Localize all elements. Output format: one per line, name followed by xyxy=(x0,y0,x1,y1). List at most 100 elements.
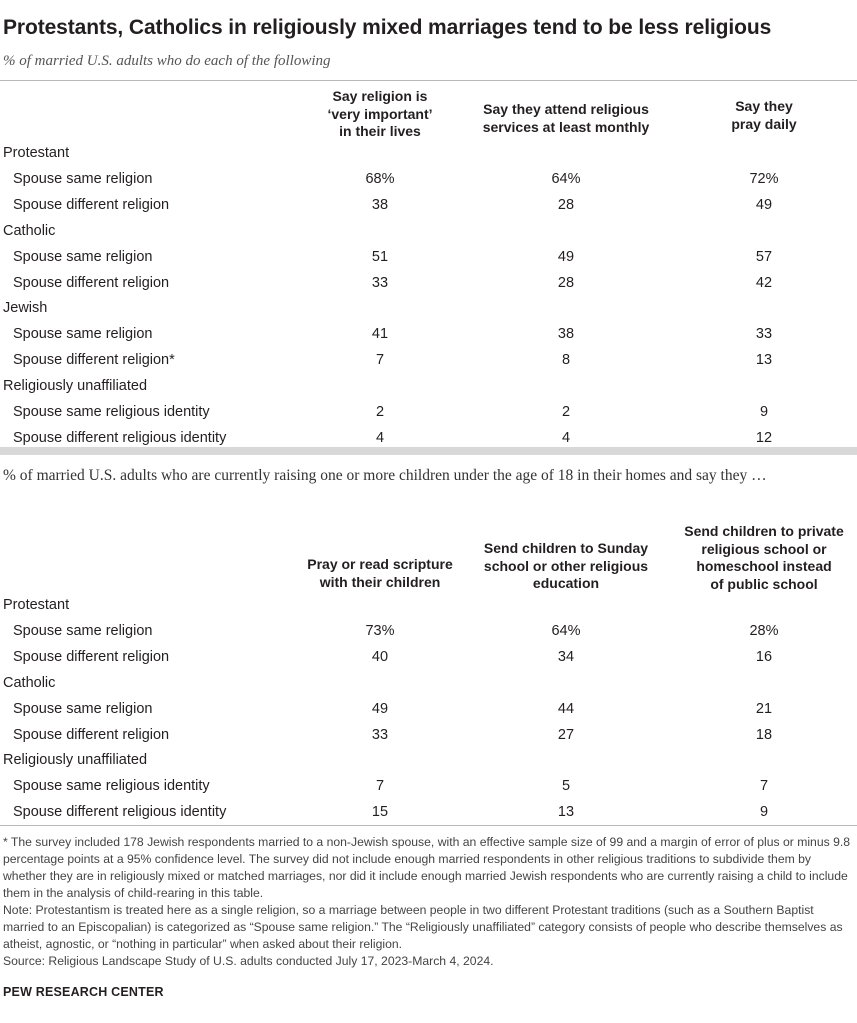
cell-value: 73% xyxy=(365,622,395,639)
group-row: Protestant xyxy=(0,141,857,167)
cell-value: 8 xyxy=(561,352,571,369)
row-label: Spouse different religion xyxy=(13,726,170,743)
cell-value: 7 xyxy=(375,352,385,369)
cell-value: 7 xyxy=(759,778,769,795)
cell-value: 28% xyxy=(749,622,779,639)
table-row: Spouse different religion* 7 8 13 xyxy=(0,348,857,374)
cell-value: 49 xyxy=(755,196,773,213)
chart-title: Protestants, Catholics in religiously mi… xyxy=(3,16,772,39)
cell-value: 49 xyxy=(371,700,389,717)
table-row: Spouse same religion 49 44 21 xyxy=(0,697,857,723)
cell-value: 4 xyxy=(561,429,571,446)
row-label: Spouse different religious identity xyxy=(13,429,227,446)
group-label: Protestant xyxy=(3,597,70,613)
column-header-line: religious school or xyxy=(701,540,827,557)
table-row: Spouse same religion 41 38 33 xyxy=(0,322,857,348)
brand-logo-text: PEW RESEARCH CENTER xyxy=(3,985,164,999)
table-row: Spouse same religious identity 2 2 9 xyxy=(0,400,857,426)
cell-value: 72% xyxy=(749,170,779,187)
row-label: Spouse different religion xyxy=(13,648,170,665)
cell-value: 51 xyxy=(371,248,389,265)
table-row: Spouse different religious identity 4 4 12 xyxy=(0,426,857,452)
cell-value: 15 xyxy=(371,804,389,821)
cell-value: 16 xyxy=(755,648,773,665)
column-header-line: education xyxy=(532,575,600,591)
cell-value: 12 xyxy=(755,429,773,446)
table-row: Spouse different religion 33 27 18 xyxy=(0,723,857,749)
group-label: Catholic xyxy=(3,674,56,691)
cell-value: 64% xyxy=(551,622,581,639)
cell-value: 13 xyxy=(755,352,773,369)
column-header-line: Send children to Sunday xyxy=(483,540,649,556)
cell-value: 38 xyxy=(371,196,389,213)
group-label: Jewish xyxy=(3,300,48,317)
cell-value: 57 xyxy=(755,248,773,265)
column-header-line: Say they xyxy=(735,98,793,114)
group-label: Religiously unaffiliated xyxy=(3,378,148,395)
cell-value: 38 xyxy=(557,326,575,343)
section-intro: % of married U.S. adults who are current… xyxy=(3,467,767,484)
cell-value: 18 xyxy=(755,726,773,743)
column-header-line: pray daily xyxy=(731,115,797,132)
column-header-line: ‘very important’ xyxy=(327,105,433,122)
column-header: Send children to Sunday school or other r… xyxy=(484,540,648,593)
column-header: Pray or read scripture with their childre… xyxy=(307,556,453,591)
column-header-line: with their children xyxy=(319,573,441,590)
row-label: Spouse same religious identity xyxy=(13,778,210,795)
column-header: Say they pray daily xyxy=(731,98,796,133)
group-row: Protestant xyxy=(0,593,857,619)
column-header-line: Say they attend religious xyxy=(483,101,649,117)
column-header: Say they attend religious services at lea… xyxy=(483,101,650,136)
table-row: Spouse different religion 33 28 42 xyxy=(0,271,857,297)
table-row: Spouse different religion 38 28 49 xyxy=(0,193,857,219)
group-label: Catholic xyxy=(3,222,56,239)
column-header: Send children to private religious school… xyxy=(684,523,843,593)
table-row: Spouse same religious identity 7 5 7 xyxy=(0,774,857,800)
table-row: Spouse same religion 68% 64% 72% xyxy=(0,167,857,193)
cell-value: 7 xyxy=(375,778,385,795)
group-label: Protestant xyxy=(3,145,70,161)
source-text: Source: Religious Landscape Study of U.S… xyxy=(3,954,494,968)
group-label: Religiously unaffiliated xyxy=(3,752,148,769)
cell-value: 4 xyxy=(375,429,385,446)
cell-value: 41 xyxy=(371,326,389,343)
cell-value: 33 xyxy=(371,726,389,743)
table-row: Spouse different religious identity 15 13 9 xyxy=(0,800,857,826)
column-header-line: in their lives xyxy=(339,123,421,139)
cell-value: 34 xyxy=(557,648,575,665)
column-header: Say religion is ‘very important’ in their … xyxy=(327,88,432,141)
group-row: Religiously unaffiliated xyxy=(0,748,857,774)
group-row: Catholic xyxy=(0,219,857,245)
note-text: Note: Protestantism is treated here as a… xyxy=(3,903,843,951)
column-header-line: Pray or read scripture xyxy=(307,556,453,572)
cell-value: 5 xyxy=(561,778,571,795)
column-header-line: Send children to private xyxy=(684,523,844,539)
row-label: Spouse same religion xyxy=(13,622,153,639)
row-label: Spouse different religion xyxy=(13,196,170,213)
group-row: Religiously unaffiliated xyxy=(0,374,857,400)
row-label: Spouse same religion xyxy=(13,248,153,265)
cell-value: 42 xyxy=(755,274,773,291)
column-header-line: of public school xyxy=(710,575,818,592)
row-label: Spouse same religion xyxy=(13,170,153,187)
cell-value: 68% xyxy=(365,170,395,187)
column-header-line: Say religion is xyxy=(332,88,428,104)
cell-value: 21 xyxy=(755,700,773,717)
row-label: Spouse same religion xyxy=(13,326,153,343)
cell-value: 64% xyxy=(551,170,581,187)
footnote-text: * The survey included 178 Jewish respond… xyxy=(3,835,851,900)
notes-block: * The survey included 178 Jewish respond… xyxy=(3,834,853,970)
cell-value: 28 xyxy=(557,196,575,213)
cell-value: 27 xyxy=(557,726,575,743)
row-label: Spouse different religious identity xyxy=(13,804,227,821)
cell-value: 49 xyxy=(557,248,575,265)
column-header-line: school or other religious xyxy=(483,557,649,574)
cell-value: 9 xyxy=(759,804,769,821)
table-row: Spouse different religion 40 34 16 xyxy=(0,645,857,671)
cell-value: 40 xyxy=(371,648,389,665)
bottom-divider xyxy=(0,825,857,826)
row-label: Spouse same religion xyxy=(13,700,153,717)
row-label: Spouse same religious identity xyxy=(13,404,210,420)
cell-value: 9 xyxy=(759,404,769,420)
group-row: Catholic xyxy=(0,671,857,697)
